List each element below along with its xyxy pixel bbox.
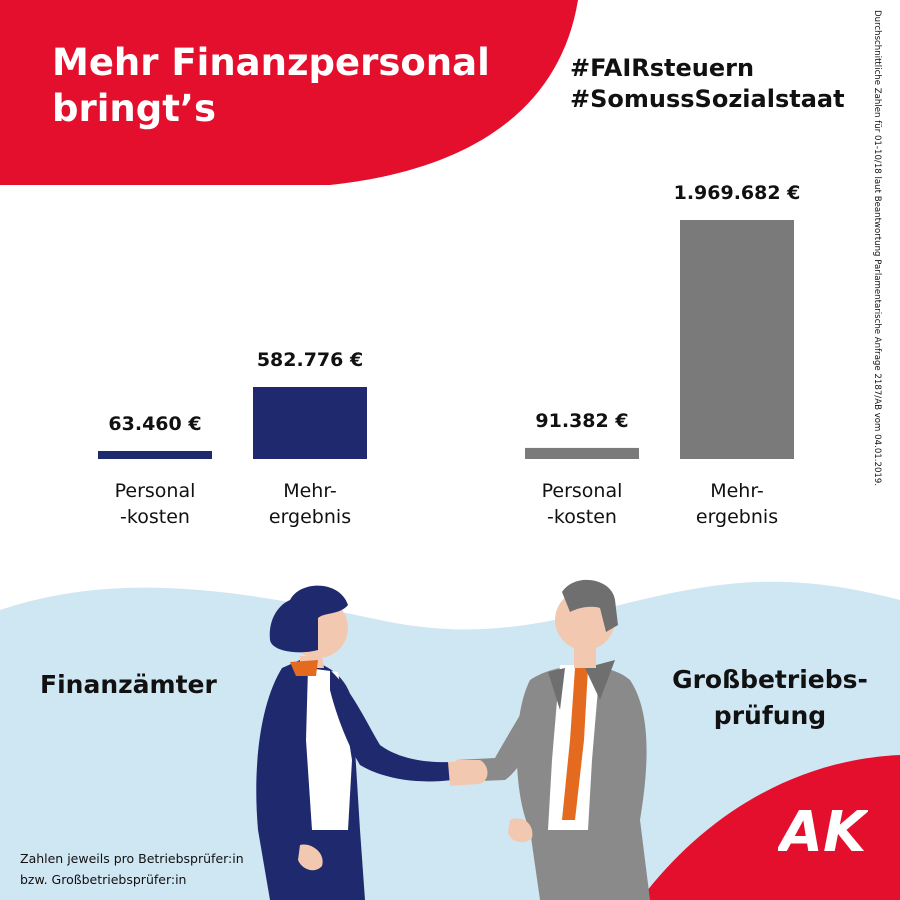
value-label-grossbetrieb-personalkosten: 91.382 € <box>535 409 629 432</box>
man-figure <box>456 579 650 900</box>
hashtag-somusssozialstaat: #SomussSozialstaat <box>570 85 845 113</box>
ak-logo-text: AK <box>778 800 868 865</box>
bar-grossbetrieb-personalkosten <box>525 447 639 459</box>
bottom-wave <box>0 581 900 900</box>
bar-grossbetrieb-mehrergebnis <box>680 220 794 459</box>
woman-figure <box>256 585 486 900</box>
hashtags: #FAIRsteuern #SomussSozialstaat <box>570 53 845 115</box>
value-label-grossbetrieb-mehrergebnis: 1.969.682 € <box>673 182 801 204</box>
value-label-finanzaemter-personalkosten: 63.460 € <box>108 413 202 435</box>
group-label-finanzaemter: Finanzämter <box>40 670 217 699</box>
category-label-finanzaemter-mehrergebnis: Mehr- ergebnis <box>268 480 352 528</box>
page-title: Mehr Finanzpersonal bringt’s <box>52 41 490 130</box>
category-label-grossbetrieb-personalkosten: Personal -kosten <box>541 480 623 528</box>
category-label-grossbetrieb-mehrergebnis: Mehr- ergebnis <box>695 480 779 528</box>
bar-finanzaemter-personalkosten <box>98 451 212 459</box>
bottom-right-red-shape <box>640 755 900 900</box>
hashtag-fairsteuern: #FAIRsteuern <box>570 54 755 82</box>
group-label-grossbetriebspruefung: Großbetriebs- prüfung <box>672 665 868 730</box>
bar-finanzaemter-mehrergebnis <box>253 387 367 459</box>
ak-logo: AK <box>778 800 868 865</box>
top-left-red-shape <box>0 0 578 185</box>
category-label-finanzaemter-personalkosten: Personal -kosten <box>114 480 196 528</box>
value-label-finanzaemter-mehrergebnis: 582.776 € <box>256 349 364 371</box>
footnote: Zahlen jeweils pro Betriebsprüfer:in bzw… <box>20 851 244 887</box>
